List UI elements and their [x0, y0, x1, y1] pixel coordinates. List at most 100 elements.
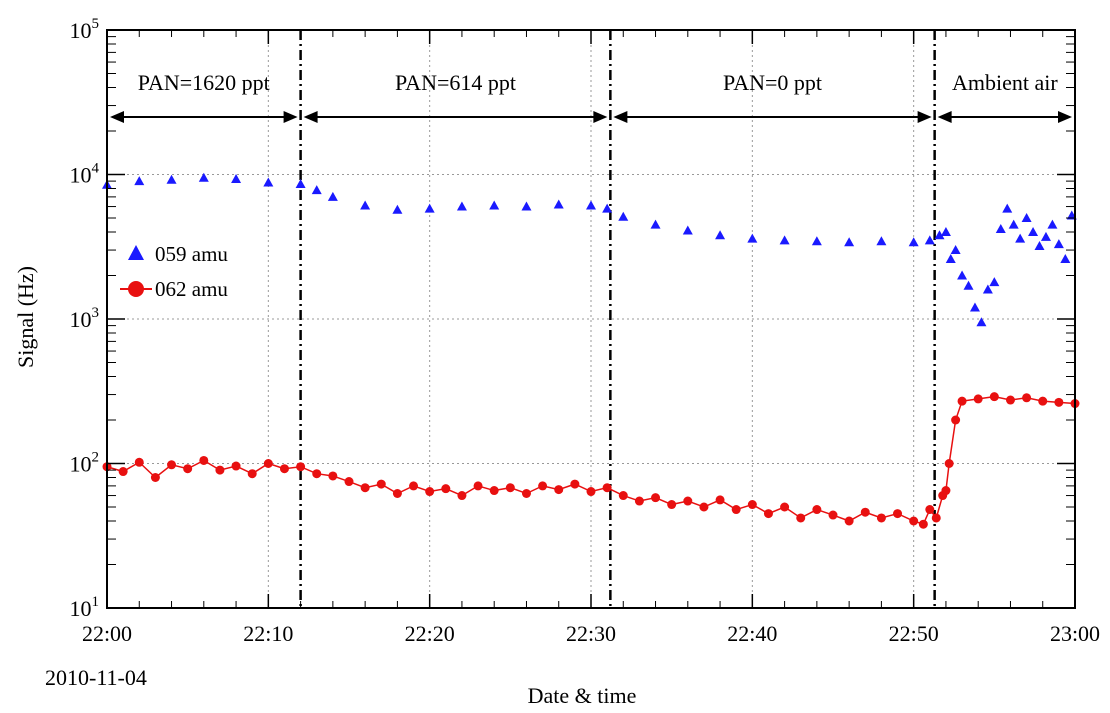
data-point-059	[521, 201, 532, 211]
data-point-062	[150, 473, 160, 483]
data-point-062	[521, 488, 531, 498]
data-point-062	[634, 496, 644, 506]
data-point-059	[295, 178, 306, 188]
data-point-062	[505, 483, 515, 493]
data-point-062	[876, 513, 886, 523]
phase-arrow-head-left	[110, 111, 124, 123]
data-point-062	[344, 477, 354, 487]
data-point-059	[1021, 212, 1032, 222]
data-point-059	[1060, 254, 1071, 264]
data-point-062	[441, 484, 451, 494]
data-point-062	[812, 505, 822, 515]
data-point-059	[618, 211, 629, 221]
data-point-059	[134, 176, 145, 186]
y-tick-label: 103	[70, 305, 100, 332]
data-point-062	[1022, 393, 1032, 403]
data-point-062	[554, 485, 564, 495]
data-point-059	[1034, 241, 1045, 251]
data-point-059	[327, 191, 338, 201]
data-point-062	[715, 495, 725, 505]
y-axis-title: Signal (Hz)	[13, 266, 38, 368]
data-point-062	[1038, 396, 1048, 406]
data-point-062	[780, 502, 790, 512]
data-point-062	[747, 500, 757, 510]
data-point-062	[844, 516, 854, 526]
phase-arrow-head-right	[593, 111, 608, 123]
data-point-062	[683, 496, 693, 506]
data-point-059	[982, 284, 993, 294]
data-point-059	[360, 200, 371, 210]
data-point-059	[586, 200, 596, 210]
data-point-062	[860, 507, 870, 517]
data-point-062	[296, 462, 306, 472]
data-point-062	[1005, 395, 1015, 405]
grid-lines	[107, 30, 1075, 608]
data-point-059	[989, 277, 1000, 287]
data-point-062	[944, 459, 954, 468]
phase-arrow-head-right	[283, 111, 298, 123]
data-point-059	[876, 236, 887, 246]
date-label: 2010-11-04	[45, 665, 147, 690]
phase-label: Ambient air	[952, 70, 1058, 95]
data-point-062	[376, 479, 386, 489]
data-point-059	[924, 235, 935, 245]
data-point-062	[134, 457, 144, 467]
data-series	[102, 172, 1080, 529]
axes: 22:00 22:10 22:20 22:30 22:40 22:50 23:00 101 10…	[70, 16, 1101, 646]
data-point-062	[425, 487, 435, 497]
y-tick-label: 104	[70, 161, 100, 188]
data-point-062	[538, 481, 548, 491]
data-point-059	[715, 230, 726, 240]
data-point-059	[424, 203, 435, 213]
legend-marker-059	[128, 245, 144, 260]
data-point-062	[489, 486, 499, 496]
phase-arrow-head-right	[1058, 111, 1072, 123]
data-point-062	[931, 513, 941, 523]
data-point-062	[263, 459, 273, 468]
data-point-059	[553, 199, 564, 209]
data-point-062	[941, 486, 951, 496]
data-point-062	[312, 469, 322, 479]
data-point-062	[360, 483, 370, 493]
data-point-059	[844, 237, 855, 247]
data-point-059	[456, 201, 467, 211]
data-point-062	[279, 464, 289, 474]
y-tick-label: 101	[70, 594, 100, 621]
data-point-062	[957, 396, 967, 406]
phase-annotations: PAN=1620 ppt PAN=614 ppt PAN=0 ppt Ambient …	[110, 70, 1072, 123]
data-point-059	[957, 270, 968, 280]
data-point-062	[215, 465, 225, 475]
data-point-059	[602, 203, 613, 213]
data-point-062	[893, 509, 903, 519]
data-point-059	[969, 302, 980, 312]
data-point-062	[602, 483, 612, 493]
data-point-062	[199, 455, 209, 465]
data-point-062	[699, 502, 709, 512]
x-tick-label: 22:20	[405, 621, 455, 646]
data-point-059	[976, 317, 987, 327]
data-point-062	[409, 481, 419, 491]
legend-label-059: 059 amu	[155, 242, 228, 266]
data-point-062	[973, 394, 983, 404]
data-point-062	[231, 461, 241, 471]
data-point-062	[951, 415, 961, 425]
data-point-059	[934, 230, 945, 240]
data-point-062	[828, 510, 838, 520]
data-point-062	[989, 392, 999, 402]
data-point-062	[586, 487, 596, 497]
data-point-059	[963, 280, 974, 290]
phase-arrow-head-left	[613, 111, 628, 123]
phase-arrow-head-left	[937, 111, 952, 123]
phase-arrow-head-right	[917, 111, 932, 123]
data-point-062	[247, 469, 257, 479]
data-point-059	[1047, 219, 1058, 229]
x-axis-title: Date & time	[528, 683, 637, 708]
data-point-062	[731, 505, 741, 515]
data-point-059	[311, 185, 322, 195]
data-point-059	[1040, 231, 1051, 241]
data-point-062	[570, 479, 580, 489]
data-point-062	[392, 488, 402, 498]
phase-arrow-head-left	[303, 111, 318, 123]
data-point-062	[167, 460, 177, 470]
data-point-059	[392, 204, 403, 214]
